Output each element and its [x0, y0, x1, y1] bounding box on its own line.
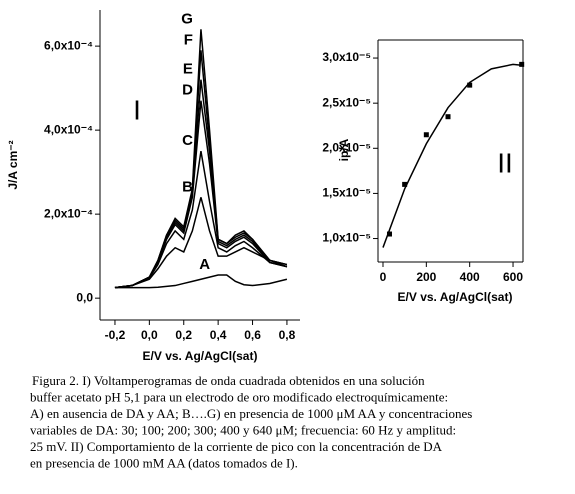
annotation: I	[133, 94, 141, 125]
series-label: F	[184, 31, 193, 48]
y-tick-label: 2,0x10⁻⁴	[44, 206, 93, 220]
series-label: D	[182, 82, 193, 99]
annotation: II	[497, 147, 513, 178]
caption-line: en presencia de 1000 mM AA (datos tomado…	[30, 455, 298, 470]
y-tick-label: 1,0x10⁻⁵	[322, 231, 371, 245]
curve	[114, 151, 288, 289]
x-tick-label: 0	[380, 270, 387, 284]
point	[467, 82, 473, 88]
series-label: G	[181, 10, 193, 27]
y-axis-label: J/A cm⁻²	[6, 140, 20, 189]
point	[386, 231, 392, 237]
x-tick-label: 0,8	[279, 328, 296, 342]
x-tick-label: 400	[460, 270, 480, 284]
series-label: E	[183, 61, 193, 78]
caption-line: buffer acetato pH 5,1 para un electrodo …	[30, 389, 448, 404]
point	[402, 181, 408, 187]
point	[423, 132, 429, 138]
series-label: C	[182, 132, 193, 149]
curve	[382, 63, 522, 248]
x-tick-label: 0,2	[175, 328, 192, 342]
curve	[114, 274, 288, 289]
caption-line: Figura 2. I) Voltamperogramas de onda cu…	[32, 373, 425, 388]
series-label: A	[199, 256, 210, 273]
y-tick-label: 2,5x10⁻⁵	[322, 95, 371, 109]
point	[445, 114, 451, 120]
x-tick-label: -0,2	[105, 328, 126, 342]
caption-line: variables de DA: 30; 100; 200; 300; 400 …	[30, 422, 456, 437]
x-tick-label: 0,0	[141, 328, 158, 342]
curve	[114, 29, 288, 289]
y-tick-label: 3,0x10⁻⁵	[322, 50, 371, 64]
y-tick-label: 2,0x10⁻⁵	[322, 140, 371, 154]
y-tick-label: 6,0x10⁻⁴	[44, 38, 93, 52]
caption-line: A) en ausencia de DA y AA; B….G) en pres…	[30, 406, 472, 421]
caption-line: 25 mV. II) Comportamiento de la corrient…	[30, 439, 443, 454]
x-tick-label: 200	[416, 270, 436, 284]
series-label: B	[182, 178, 193, 195]
y-tick-label: 1,5x10⁻⁵	[322, 186, 371, 200]
curve	[114, 197, 288, 289]
x-axis-label: E/V vs. Ag/AgCl(sat)	[398, 290, 513, 304]
x-tick-label: 0,4	[210, 328, 227, 342]
y-axis-label: ip/A	[337, 138, 351, 161]
y-tick-label: 4,0x10⁻⁴	[44, 122, 93, 136]
x-tick-label: 600	[503, 270, 523, 284]
x-tick-label: 0,6	[244, 328, 261, 342]
point	[519, 61, 525, 67]
x-axis-label: E/V vs. Ag/AgCl(sat)	[143, 349, 258, 363]
y-tick-label: 0,0	[76, 290, 93, 304]
